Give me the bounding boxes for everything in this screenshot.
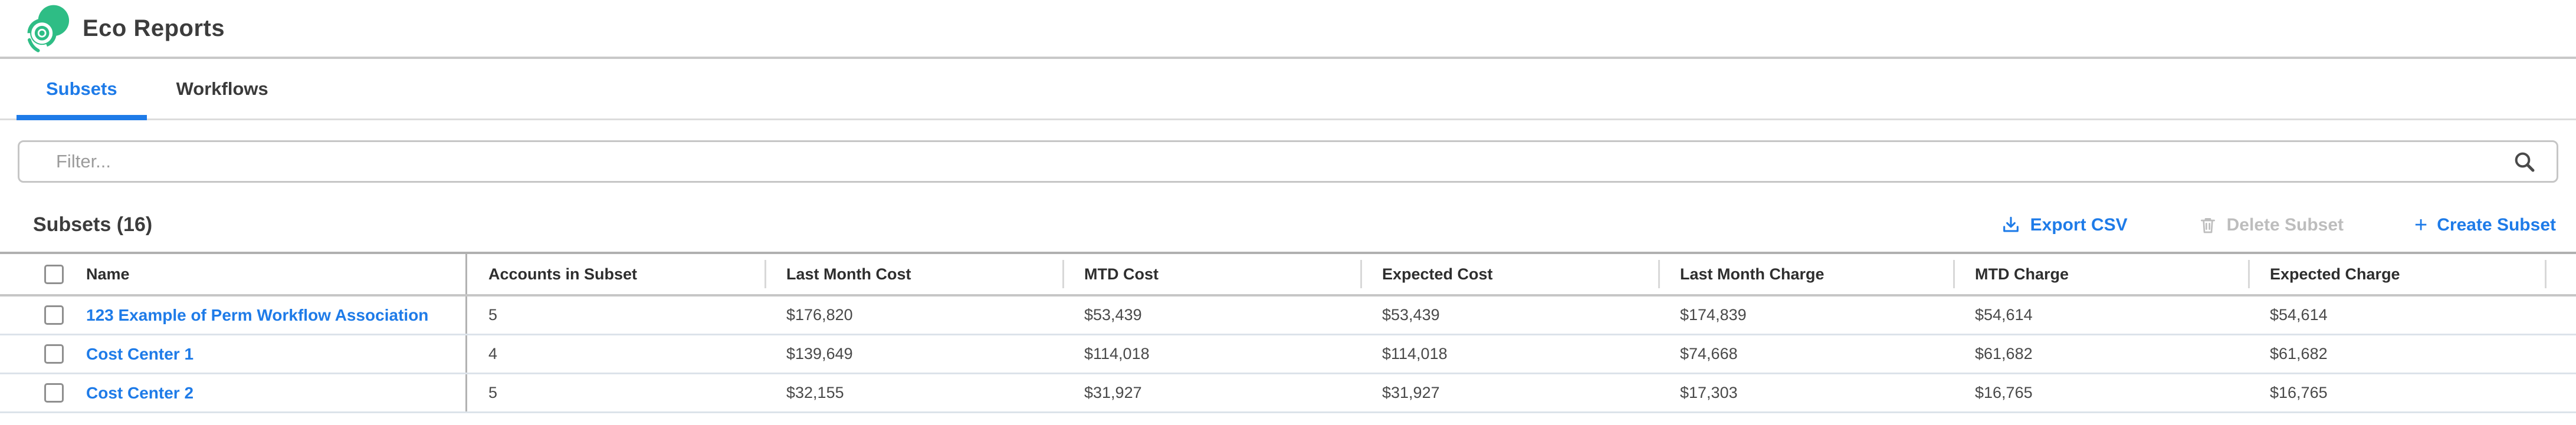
page-title: Eco Reports: [83, 15, 225, 41]
create-subset-label: Create Subset: [2437, 215, 2556, 235]
header-cell-expected-charge: Expected Charge: [2249, 254, 2545, 294]
filter-container: [18, 140, 2558, 183]
delete-subset-label: Delete Subset: [2226, 215, 2344, 235]
table-row: Cost Center 1 4 $139,649 $114,018 $114,018 $7…: [0, 335, 2576, 374]
select-all-checkbox[interactable]: [44, 264, 64, 284]
cell-last-month-cost: $139,649: [765, 335, 1063, 373]
cell-value: $61,682: [1975, 345, 2033, 363]
trash-icon: [2200, 218, 2215, 233]
cell-value: $16,765: [1975, 384, 2033, 401]
cell-value: $31,927: [1084, 384, 1142, 401]
row-checkbox[interactable]: [44, 344, 64, 364]
tab-subsets[interactable]: Subsets: [17, 59, 147, 120]
create-subset-button[interactable]: + Create Subset: [2414, 214, 2556, 236]
subsets-table: Name Accounts in Subset Last Month Cost …: [0, 252, 2576, 413]
eco-logo-icon: [27, 5, 70, 52]
cell-last-month-cost: $32,155: [765, 374, 1063, 411]
header-cell-accounts: Accounts in Subset: [488, 265, 638, 283]
tab-workflows[interactable]: Workflows: [147, 59, 298, 118]
cell-mtd-charge: $16,765: [1954, 374, 2249, 411]
tab-subsets-label: Subsets: [46, 78, 117, 99]
cell-expected-charge: $16,765: [2249, 374, 2545, 411]
cell-value: $54,614: [2270, 306, 2328, 324]
export-csv-button[interactable]: Export CSV: [2001, 215, 2128, 235]
cell-last-month-cost: $176,820: [765, 296, 1063, 334]
cell-value: $139,649: [786, 345, 853, 363]
section-bar: Subsets (16) Export CSV Delete Subset + …: [33, 213, 2556, 236]
cell-filler: [2545, 335, 2576, 373]
cell-value: $17,303: [1680, 384, 1738, 401]
cell-filler: [2545, 296, 2576, 334]
cell-mtd-cost: $114,018: [1063, 335, 1361, 373]
row-checkbox[interactable]: [44, 305, 64, 325]
cell-value: $176,820: [786, 306, 853, 324]
header-cell-expected-cost: Expected Cost: [1361, 254, 1659, 294]
cell-accounts-in-subset: 4: [467, 335, 765, 373]
cell-value: $16,765: [2270, 384, 2328, 401]
cell-last-month-charge: $17,303: [1659, 374, 1954, 411]
header-cell-mtd-charge: MTD Charge: [1954, 254, 2249, 294]
subset-name-link[interactable]: Cost Center 1: [86, 344, 194, 363]
cell-mtd-cost: $53,439: [1063, 296, 1361, 334]
cell-value: $31,927: [1382, 384, 1440, 401]
cell-mtd-charge: $61,682: [1954, 335, 2249, 373]
header-cell-last-month-cost: Last Month Cost: [765, 254, 1063, 294]
cell-value: $53,439: [1084, 306, 1142, 324]
cell-expected-cost: $31,927: [1361, 374, 1659, 411]
cell-value: $114,018: [1084, 345, 1150, 363]
row-checkbox[interactable]: [44, 383, 64, 403]
table-body: 123 Example of Perm Workflow Association…: [0, 296, 2576, 413]
cell-last-month-charge: $174,839: [1659, 296, 1954, 334]
cell-accounts-in-subset: 5: [467, 374, 765, 411]
cell-filler: [2545, 374, 2576, 411]
subset-name-link[interactable]: Cost Center 2: [86, 383, 194, 402]
tab-bar: Subsets Workflows: [0, 59, 2576, 120]
table-header-row: Name Accounts in Subset Last Month Cost …: [0, 252, 2576, 296]
cell-expected-cost: $53,439: [1361, 296, 1659, 334]
header-cell-last-month-charge: Last Month Charge: [1659, 254, 1954, 294]
cell-value: $61,682: [2270, 345, 2328, 363]
cell-value: $32,155: [786, 384, 844, 401]
cell-value: $53,439: [1382, 306, 1440, 324]
delete-subset-button[interactable]: Delete Subset: [2198, 215, 2344, 235]
cell-value: 5: [488, 306, 498, 324]
cell-accounts-in-subset: 5: [467, 296, 765, 334]
cell-value: 4: [488, 345, 498, 363]
filter-input[interactable]: [18, 140, 2558, 183]
cell-mtd-cost: $31,927: [1063, 374, 1361, 411]
export-csv-label: Export CSV: [2030, 215, 2128, 235]
plus-icon: +: [2414, 212, 2428, 238]
cell-name: Cost Center 1: [0, 335, 467, 373]
header-cell-mtd-cost: MTD Cost: [1063, 254, 1361, 294]
cell-value: 5: [488, 384, 498, 401]
table-row: 123 Example of Perm Workflow Association…: [0, 296, 2576, 335]
cell-value: $174,839: [1680, 306, 1747, 324]
header-cell-name: Name: [0, 254, 467, 294]
column-label-name: Name: [86, 265, 130, 283]
cell-name: Cost Center 2: [0, 374, 467, 411]
download-icon: [2003, 216, 2019, 232]
cell-value: $74,668: [1680, 345, 1738, 363]
cell-expected-charge: $61,682: [2249, 335, 2545, 373]
toolbar: Export CSV Delete Subset + Create Subset: [2001, 214, 2556, 236]
cell-mtd-charge: $54,614: [1954, 296, 2249, 334]
tab-workflows-label: Workflows: [176, 78, 268, 99]
cell-value: $114,018: [1382, 345, 1448, 363]
cell-expected-charge: $54,614: [2249, 296, 2545, 334]
subset-name-link[interactable]: 123 Example of Perm Workflow Association: [86, 305, 429, 324]
table-row: Cost Center 2 5 $32,155 $31,927 $31,927 $17,3…: [0, 374, 2576, 413]
section-title: Subsets (16): [33, 213, 153, 236]
cell-name: 123 Example of Perm Workflow Association: [0, 296, 467, 334]
header-cell-filler: [2545, 254, 2576, 294]
app-header: Eco Reports: [0, 0, 2576, 59]
cell-last-month-charge: $74,668: [1659, 335, 1954, 373]
cell-value: $54,614: [1975, 306, 2033, 324]
cell-expected-cost: $114,018: [1361, 335, 1659, 373]
